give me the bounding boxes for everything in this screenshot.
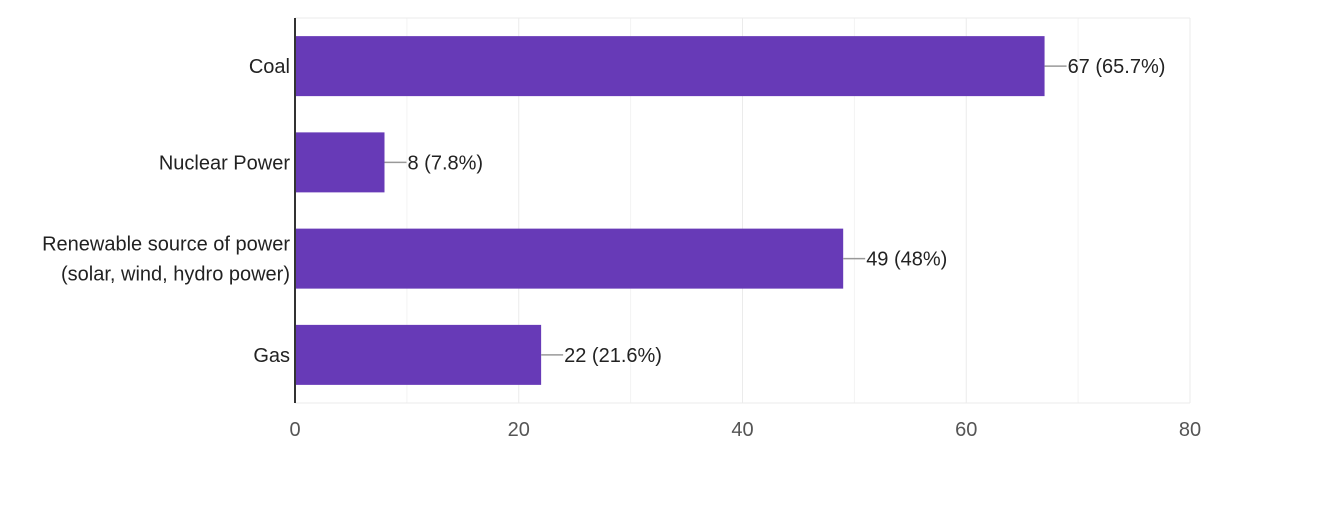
category-label: Renewable source of power (solar, wind, h… — [42, 234, 290, 286]
data-label: 67 (65.7%) — [1068, 56, 1166, 78]
labels: 0 20 40 60 80 67 (65.7%) Coal 8 (7.8%) Nuclear P… — [42, 56, 1201, 441]
bar — [295, 132, 385, 193]
category-label: Gas — [253, 345, 290, 367]
bars — [295, 36, 1045, 385]
data-label: 22 (21.6%) — [564, 345, 662, 367]
category-label: Coal — [249, 56, 290, 78]
x-tick-label: 80 — [1179, 419, 1201, 441]
x-tick-label: 20 — [508, 419, 530, 441]
x-tick-label: 40 — [731, 419, 753, 441]
bar — [295, 36, 1045, 97]
x-tick-label: 0 — [289, 419, 300, 441]
data-label: 49 (48%) — [866, 249, 947, 271]
x-tick-label: 60 — [955, 419, 977, 441]
category-label: Nuclear Power — [159, 152, 291, 174]
data-label: 8 (7.8%) — [408, 152, 484, 174]
bar — [295, 228, 844, 289]
bar — [295, 324, 542, 385]
